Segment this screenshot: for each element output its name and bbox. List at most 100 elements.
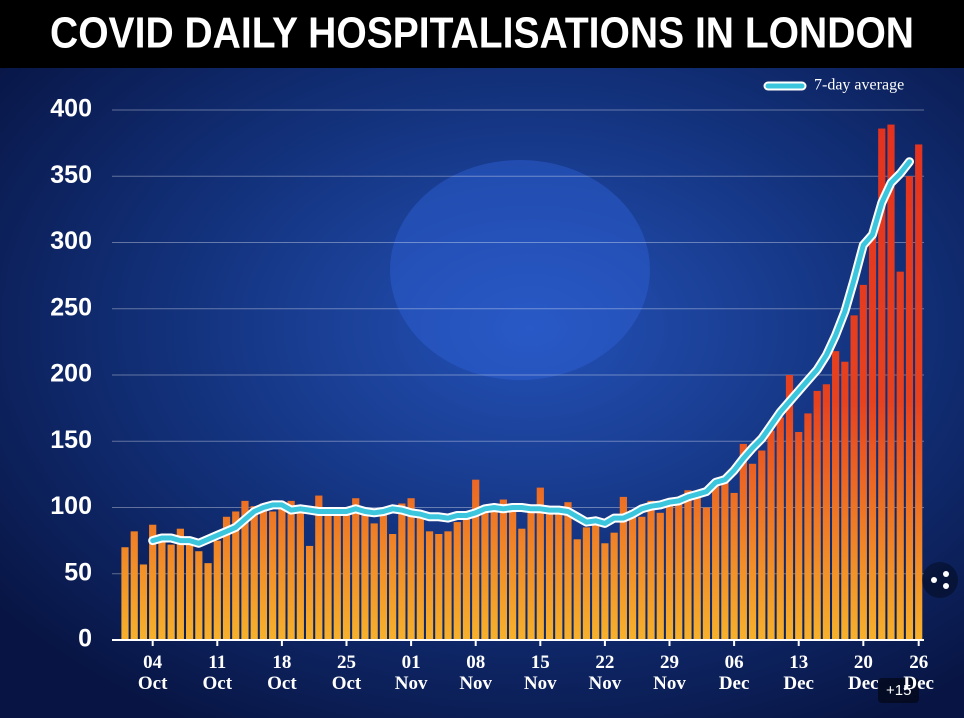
bar [121, 547, 129, 640]
x-tick-label: 20 Dec [848, 652, 879, 694]
gallery-count[interactable]: +15 [878, 678, 920, 703]
bar [610, 532, 618, 640]
y-tick-label: 100 [50, 492, 92, 520]
bar [795, 431, 803, 640]
bar [149, 524, 157, 640]
bar [509, 504, 517, 640]
x-tick-label: 01 Nov [394, 652, 428, 694]
glove-shape [390, 160, 650, 380]
bar [425, 531, 434, 640]
share-bg[interactable] [922, 562, 958, 598]
bar [333, 511, 341, 640]
bar [619, 496, 627, 640]
x-tick-label: 18 Oct [267, 652, 297, 694]
bar [130, 531, 138, 640]
bar [315, 495, 323, 640]
bar [832, 351, 840, 640]
y-tick-label: 350 [50, 161, 92, 189]
x-tick-label: 11 Oct [202, 652, 233, 694]
bar [222, 516, 231, 640]
bar [656, 512, 664, 640]
bar [204, 563, 212, 640]
bar [859, 284, 867, 640]
x-tick-label: 29 Nov [653, 652, 686, 694]
bar [305, 545, 314, 640]
x-tick-label: 25 Oct [331, 652, 362, 694]
bar [453, 522, 461, 640]
bar [813, 390, 821, 640]
bar [850, 315, 858, 640]
bar [712, 484, 720, 640]
bar [213, 540, 221, 640]
bar [628, 510, 637, 640]
legend-label: 7-day average [814, 77, 904, 94]
share-dot[interactable] [931, 577, 937, 583]
bar [564, 502, 572, 640]
share-dot[interactable] [943, 571, 949, 577]
bar [324, 512, 332, 640]
bar [167, 544, 175, 640]
bar [748, 463, 757, 640]
bar [868, 235, 877, 640]
bar [176, 528, 184, 640]
x-tick-label: 22 Nov [588, 652, 622, 694]
share-icon[interactable] [922, 562, 958, 598]
bar [804, 413, 812, 640]
y-tick-label: 400 [50, 95, 92, 123]
bar [896, 271, 904, 640]
bar [915, 144, 923, 640]
bar [232, 511, 240, 640]
bar [527, 504, 535, 640]
bar [601, 543, 609, 640]
bar [693, 495, 701, 640]
x-tick-label: 13 Dec [783, 652, 814, 694]
bar [555, 506, 563, 640]
bar [675, 503, 683, 640]
bar [730, 492, 738, 640]
x-tick-label: 08 Nov [459, 652, 493, 694]
bar [499, 499, 507, 640]
bar [389, 534, 397, 640]
bar [785, 375, 794, 640]
bar [278, 507, 286, 640]
bar [905, 176, 914, 640]
bar [435, 534, 443, 640]
x-tick-label: 06 Dec [718, 652, 750, 694]
bar [684, 490, 692, 640]
bar [592, 520, 600, 640]
bar [342, 507, 351, 640]
bar [545, 514, 554, 640]
chart-title: COVID DAILY HOSPITALISATIONS IN LONDON [50, 9, 914, 58]
bar [721, 475, 729, 640]
bar [573, 539, 581, 640]
share-dot[interactable] [943, 583, 949, 589]
bar [444, 531, 452, 640]
x-tick-label: 15 Nov [523, 652, 557, 694]
bar [352, 498, 360, 640]
x-tick-label: 04 Oct [137, 652, 168, 694]
bar [767, 430, 775, 640]
bar [665, 502, 674, 640]
bar [582, 527, 591, 640]
bar [490, 507, 498, 640]
y-tick-label: 250 [50, 293, 92, 321]
bar [536, 487, 544, 640]
bar [195, 551, 203, 640]
bar [887, 124, 895, 640]
bar [739, 443, 747, 640]
bar [241, 500, 249, 640]
y-tick-label: 50 [64, 558, 92, 586]
bar [361, 512, 369, 640]
bar [139, 564, 148, 640]
bar [259, 503, 268, 640]
bar [878, 128, 886, 641]
bar [250, 506, 258, 640]
y-tick-label: 150 [50, 426, 92, 454]
bar [462, 512, 471, 640]
bar [158, 534, 166, 640]
bar [296, 510, 304, 640]
bar [776, 417, 784, 640]
bar [287, 500, 295, 640]
